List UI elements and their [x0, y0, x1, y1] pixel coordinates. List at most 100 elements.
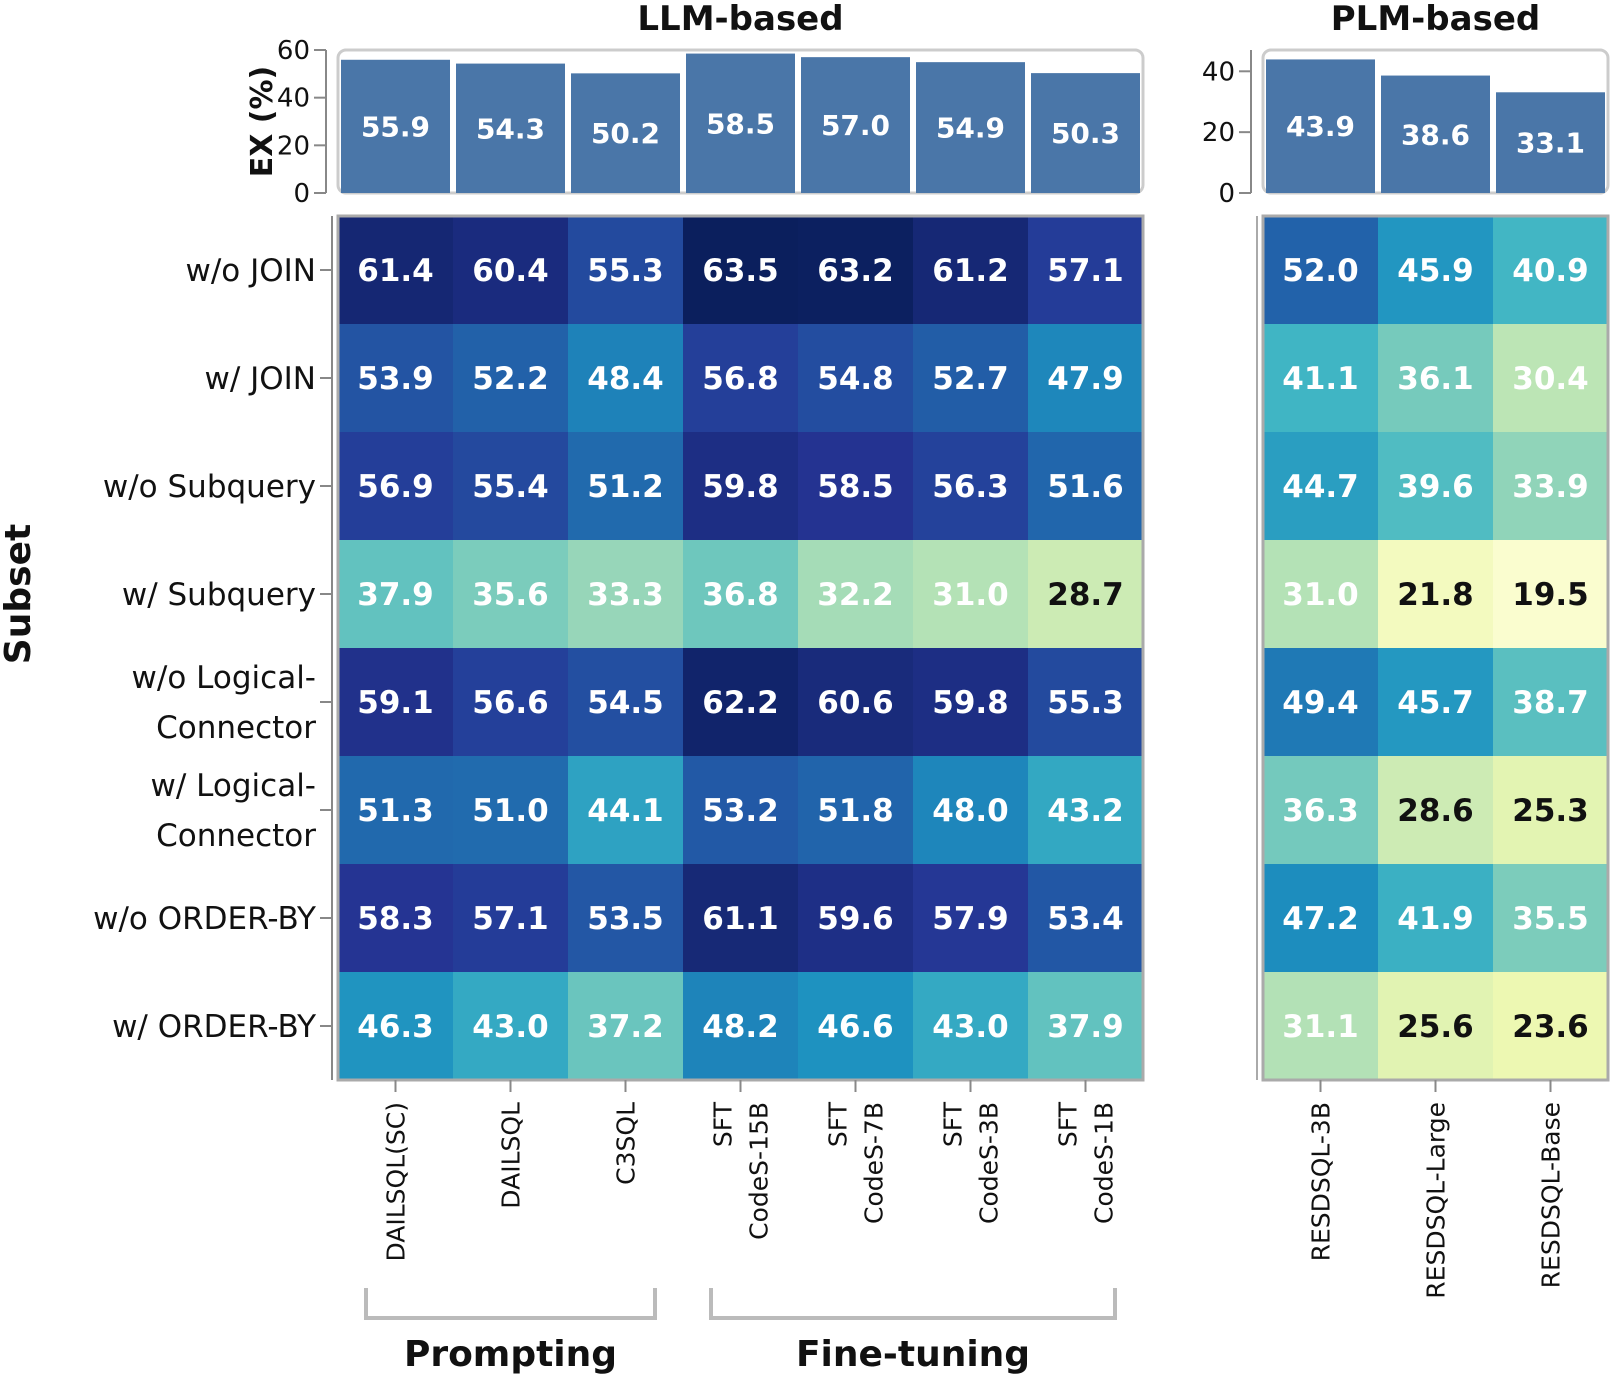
heatmap-cell-value: 41.9 — [1397, 901, 1474, 937]
heatmap-cell-value: 51.0 — [472, 793, 549, 829]
heatmap-cell — [338, 432, 453, 540]
heatmap-cell — [568, 432, 683, 540]
column-label: RESDSQL-Base — [1537, 1102, 1566, 1288]
heatmap-cell — [453, 756, 568, 864]
heatmap-cell — [568, 972, 683, 1080]
column-label: CodeS-15B — [745, 1102, 774, 1240]
bar-value-label: 50.2 — [591, 117, 660, 150]
column-label: CodeS-3B — [975, 1102, 1004, 1224]
heatmap-cell — [1493, 216, 1608, 324]
heatmap-cell-value: 32.2 — [817, 577, 894, 613]
heatmap-cell-value: 46.6 — [817, 1009, 894, 1045]
heatmap-cell — [338, 324, 453, 432]
heatmap-cell — [1493, 648, 1608, 756]
heatmap-cell — [1028, 864, 1143, 972]
heatmap-cell-value: 52.7 — [932, 361, 1009, 397]
column-label: DAILSQL — [497, 1102, 526, 1209]
heatmap-cell-value: 45.9 — [1397, 253, 1474, 289]
heatmap-cell — [1263, 756, 1378, 864]
heatmap-cell — [798, 432, 913, 540]
column-label: SFT — [709, 1101, 738, 1147]
row-label: w/o Logical- — [132, 660, 316, 696]
heatmap-cell-value: 63.5 — [702, 253, 779, 289]
heatmap-cell-value: 51.3 — [357, 793, 434, 829]
heatmap-cell — [798, 648, 913, 756]
heatmap-cell-value: 59.8 — [932, 685, 1009, 721]
bar — [341, 59, 450, 193]
heatmap-cell-value: 56.3 — [932, 469, 1009, 505]
heatmap-cell-value: 52.2 — [472, 361, 549, 397]
heatmap-cell-value: 33.3 — [587, 577, 664, 613]
heatmap-cell-value: 44.7 — [1282, 469, 1359, 505]
heatmap-cell — [1493, 972, 1608, 1080]
heatmap-cell-value: 28.6 — [1397, 793, 1474, 829]
heatmap-cell — [913, 324, 1028, 432]
heatmap-cell — [453, 216, 568, 324]
bar — [571, 73, 680, 193]
heatmap-cell-value: 43.2 — [1047, 793, 1124, 829]
heatmap-cell — [683, 216, 798, 324]
panel-title: LLM-based — [637, 0, 843, 39]
heatmap-cell — [338, 756, 453, 864]
heatmap-cell — [798, 972, 913, 1080]
heatmap-cell — [1493, 756, 1608, 864]
heatmap-cell — [453, 972, 568, 1080]
panel-1: PLM-based 0 20 40 43.9 38.6 33.1 52.0 45.9 40.9 41… — [1202, 0, 1610, 1299]
bar — [1496, 92, 1605, 193]
bar-value-label: 57.0 — [821, 109, 890, 142]
heatmap-cell — [1028, 540, 1143, 648]
bar-value-label: 54.3 — [476, 112, 545, 145]
column-label: DAILSQL(SC) — [382, 1102, 411, 1262]
heatmap-cell-value: 43.0 — [932, 1009, 1009, 1045]
heatmap-cell-value: 23.6 — [1512, 1009, 1589, 1045]
heatmap-cell-value: 58.5 — [817, 469, 894, 505]
column-label: CodeS-1B — [1090, 1102, 1119, 1224]
bar-tick-label: 20 — [1202, 118, 1235, 148]
column-label: RESDSQL-3B — [1307, 1102, 1336, 1261]
heatmap-cell — [683, 756, 798, 864]
heatmap-cell — [338, 972, 453, 1080]
bar — [1381, 75, 1490, 193]
heatmap-cell-value: 55.3 — [1047, 685, 1124, 721]
heatmap-cell — [1028, 648, 1143, 756]
row-label: Connector — [156, 710, 316, 746]
heatmap-cell — [798, 756, 913, 864]
heatmap-cell-value: 59.6 — [817, 901, 894, 937]
heatmap-cell-value: 40.9 — [1512, 253, 1589, 289]
heatmap-cell-value: 57.9 — [932, 901, 1009, 937]
bar — [1266, 59, 1375, 193]
heatmap-cell-value: 63.2 — [817, 253, 894, 289]
heatmap-cell — [913, 972, 1028, 1080]
column-label: SFT — [1054, 1101, 1083, 1147]
heatmap-cell — [913, 540, 1028, 648]
heatmap-cell-value: 31.1 — [1282, 1009, 1359, 1045]
heatmap-cell — [1378, 216, 1493, 324]
heatmap-cell — [798, 216, 913, 324]
heatmap-cell — [1378, 540, 1493, 648]
heatmap-cell-value: 54.5 — [587, 685, 664, 721]
row-label: w/ Subquery — [122, 577, 316, 613]
heatmap-cell — [1378, 432, 1493, 540]
heatmap-cell-value: 48.2 — [702, 1009, 779, 1045]
heatmap-cell-value: 43.0 — [472, 1009, 549, 1045]
heatmap-cell-value: 47.9 — [1047, 361, 1124, 397]
row-label: w/o Subquery — [103, 469, 316, 505]
heatmap-cell — [453, 540, 568, 648]
heatmap-cell-value: 55.4 — [472, 469, 549, 505]
heatmap-cell — [683, 972, 798, 1080]
panel-title: PLM-based — [1331, 0, 1540, 39]
y-axis-title: Subset — [0, 524, 39, 664]
row-label: w/ JOIN — [204, 361, 316, 397]
heatmap-cell-value: 46.3 — [357, 1009, 434, 1045]
row-label: w/o JOIN — [186, 253, 317, 289]
heatmap-cell-value: 44.1 — [587, 793, 664, 829]
heatmap-cell-value: 57.1 — [472, 901, 549, 937]
heatmap-cell — [683, 648, 798, 756]
heatmap-cell — [683, 432, 798, 540]
heatmap-cell-value: 36.1 — [1397, 361, 1474, 397]
heatmap-cell-value: 36.3 — [1282, 793, 1359, 829]
heatmap-cell-value: 41.1 — [1282, 361, 1359, 397]
heatmap-cell — [453, 324, 568, 432]
heatmap-cell — [568, 648, 683, 756]
